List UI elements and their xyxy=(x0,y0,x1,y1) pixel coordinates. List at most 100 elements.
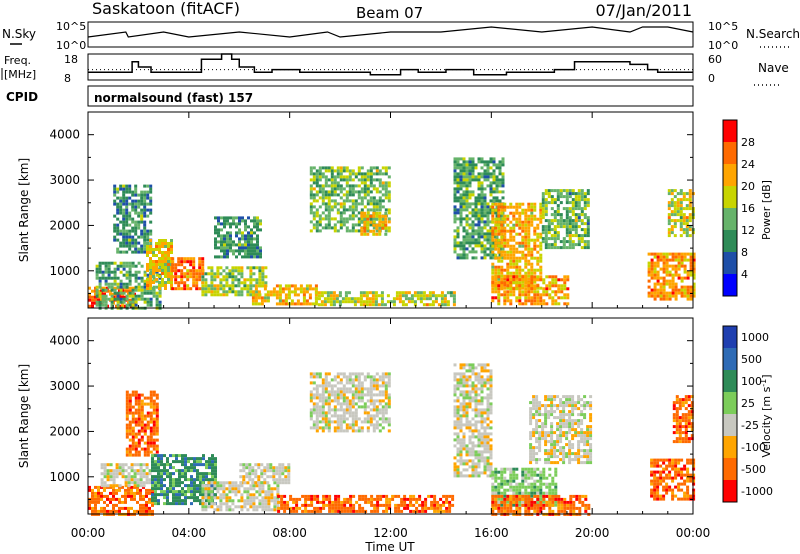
range-gate-cell xyxy=(554,302,558,306)
range-gate-cell xyxy=(515,275,519,279)
range-gate-cell xyxy=(342,393,346,397)
range-gate-cell xyxy=(318,172,322,176)
range-gate-cell xyxy=(453,190,457,194)
range-gate-cell xyxy=(187,466,190,470)
range-gate-cell xyxy=(379,503,383,507)
range-gate-cell xyxy=(146,284,149,287)
range-gate-cell xyxy=(387,384,391,388)
range-gate-cell xyxy=(489,211,493,215)
range-gate-cell xyxy=(495,178,499,182)
range-gate-cell xyxy=(397,494,401,498)
range-gate-cell xyxy=(216,275,220,279)
range-gate-cell xyxy=(492,169,496,173)
range-gate-cell xyxy=(668,282,672,286)
range-gate-cell xyxy=(146,238,150,242)
range-gate-cell xyxy=(474,229,478,233)
range-gate-cell xyxy=(518,241,522,245)
range-gate-cell xyxy=(333,396,337,400)
range-gate-cell xyxy=(186,284,190,288)
range-gate-cell xyxy=(244,237,247,241)
range-gate-cell xyxy=(228,490,232,494)
range-gate-cell xyxy=(219,487,223,491)
range-gate-cell xyxy=(315,199,319,203)
range-gate-cell xyxy=(177,284,181,288)
range-gate-cell xyxy=(210,499,214,503)
range-gate-cell xyxy=(241,231,244,235)
range-gate-cell xyxy=(506,265,510,269)
range-gate-cell xyxy=(205,475,208,479)
range-gate-cell xyxy=(158,257,161,260)
range-gate-cell xyxy=(468,169,472,173)
range-gate-cell xyxy=(324,193,328,197)
range-gate-cell xyxy=(330,414,334,418)
range-gate-cell xyxy=(198,266,202,270)
range-gate-cell xyxy=(289,494,293,498)
range-gate-cell xyxy=(384,181,388,185)
range-gate-cell xyxy=(140,202,144,206)
range-gate-cell xyxy=(166,460,169,464)
range-gate-cell xyxy=(166,487,169,491)
range-gate-cell xyxy=(232,222,235,226)
range-gate-cell xyxy=(354,214,358,218)
range-gate-cell xyxy=(486,217,490,221)
range-gate-cell xyxy=(133,478,137,482)
range-gate-cell xyxy=(248,466,252,470)
range-gate-cell xyxy=(315,229,319,233)
range-gate-cell xyxy=(146,254,149,257)
range-gate-cell xyxy=(557,302,561,306)
range-gate-cell xyxy=(184,466,187,470)
range-gate-cell xyxy=(656,261,660,265)
range-gate-cell xyxy=(486,253,490,257)
range-gate-cell xyxy=(115,469,119,473)
range-gate-cell xyxy=(544,225,548,229)
range-gate-cell xyxy=(562,207,566,211)
range-gate-cell xyxy=(653,261,657,265)
range-gate-cell xyxy=(358,497,362,501)
range-gate-cell xyxy=(533,238,537,242)
range-gate-cell xyxy=(193,490,196,494)
range-gate-cell xyxy=(234,293,238,297)
range-gate-cell xyxy=(98,300,102,304)
range-gate-cell xyxy=(305,284,309,288)
range-gate-cell xyxy=(157,472,160,476)
range-gate-cell xyxy=(146,269,149,272)
range-gate-cell xyxy=(283,503,287,507)
range-gate-cell xyxy=(193,496,196,500)
range-gate-cell xyxy=(324,390,328,394)
range-gate-cell xyxy=(122,291,126,295)
colorbar-segment xyxy=(723,252,737,274)
range-gate-cell xyxy=(428,297,432,301)
range-gate-cell xyxy=(547,201,551,205)
range-gate-cell xyxy=(160,472,163,476)
range-gate-cell xyxy=(366,411,370,415)
range-gate-cell xyxy=(381,184,385,188)
range-gate-cell xyxy=(346,497,350,501)
range-gate-cell xyxy=(330,384,334,388)
range-gate-cell xyxy=(559,225,563,229)
range-gate-cell xyxy=(252,484,256,488)
range-gate-cell xyxy=(679,222,683,226)
range-gate-cell xyxy=(571,204,575,208)
range-gate-cell xyxy=(100,481,104,485)
range-gate-cell xyxy=(544,240,548,244)
range-gate-cell xyxy=(495,175,499,179)
range-gate-cell xyxy=(131,441,135,445)
range-gate-cell xyxy=(210,275,214,279)
range-gate-cell xyxy=(456,405,460,409)
range-gate-cell xyxy=(500,287,504,291)
range-gate-cell xyxy=(342,187,346,191)
range-gate-cell xyxy=(465,199,469,203)
range-gate-cell xyxy=(363,217,367,221)
range-gate-cell xyxy=(312,405,316,409)
range-gate-cell xyxy=(315,223,319,227)
range-gate-cell xyxy=(140,399,144,403)
range-gate-cell xyxy=(518,293,522,297)
range-gate-cell xyxy=(101,261,105,265)
range-gate-cell xyxy=(263,481,267,485)
range-gate-cell xyxy=(151,487,154,491)
range-gate-cell xyxy=(527,262,531,266)
range-gate-cell xyxy=(140,250,144,254)
range-gate-cell xyxy=(371,297,375,301)
range-gate-cell xyxy=(146,196,150,200)
range-gate-cell xyxy=(565,219,569,223)
